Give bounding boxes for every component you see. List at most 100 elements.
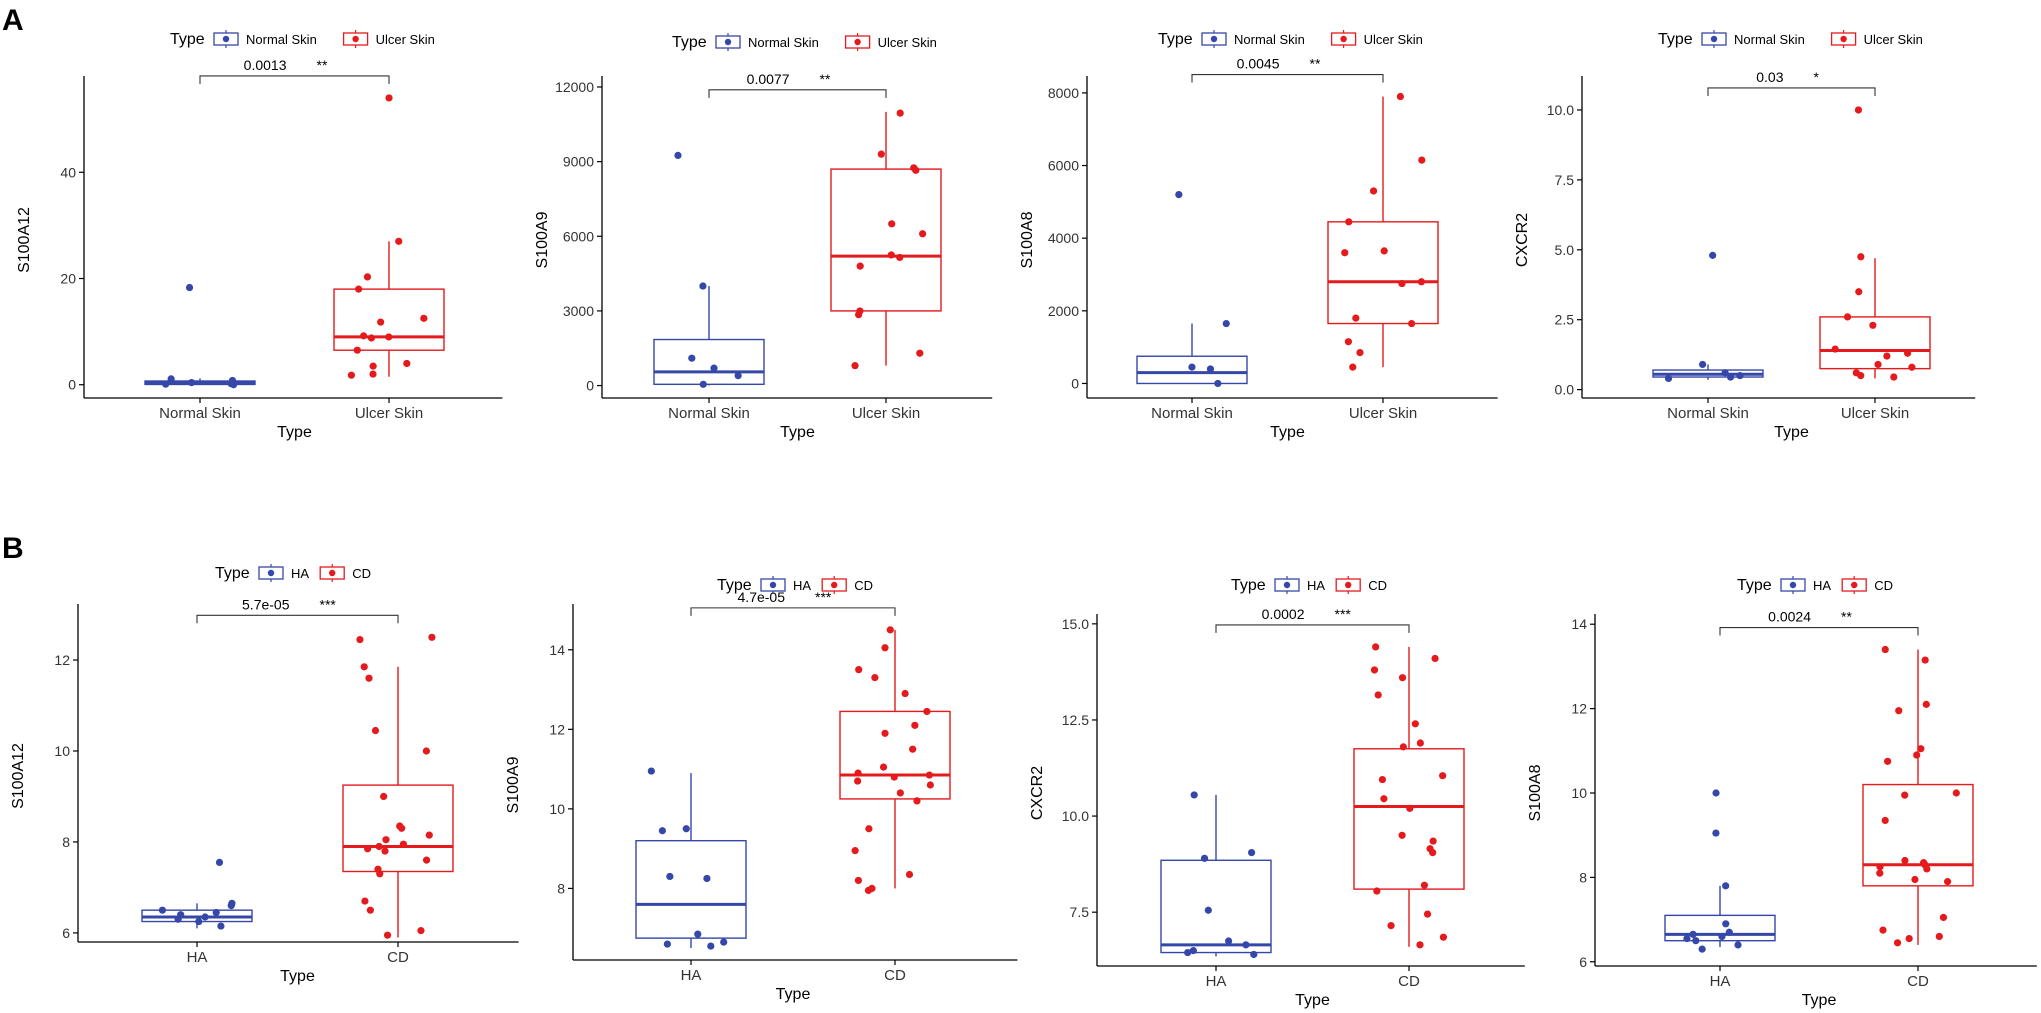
data-point <box>1736 372 1744 380</box>
x-tick-label: Ulcer Skin <box>355 405 423 422</box>
data-point <box>1908 363 1916 371</box>
x-axis-title: Type <box>1802 992 1837 1009</box>
legend-key-dot <box>1710 35 1718 43</box>
box-iqr <box>1664 914 1776 942</box>
data-point <box>1417 278 1425 286</box>
data-point <box>1406 804 1414 812</box>
data-point <box>720 938 728 946</box>
legend-entry-label: HA <box>1307 578 1325 593</box>
x-tick-label: CD <box>884 967 906 984</box>
data-point <box>1175 190 1183 199</box>
data-point <box>1718 932 1726 941</box>
legend-title: Type <box>170 31 205 48</box>
data-point <box>1431 654 1439 663</box>
data-point <box>361 897 369 905</box>
data-point <box>1692 937 1700 945</box>
data-point <box>356 635 364 644</box>
data-point <box>1373 887 1381 895</box>
data-point <box>1423 910 1432 918</box>
data-point <box>694 930 702 938</box>
data-point <box>1722 882 1730 890</box>
significance-bracket <box>1191 73 1384 83</box>
panel-label-b: B <box>2 532 24 565</box>
data-point <box>1429 848 1437 857</box>
p-value-label: 0.0013 <box>244 57 287 73</box>
x-tick-label: HA <box>1206 973 1227 990</box>
y-tick-label: 6000 <box>563 228 594 244</box>
data-point <box>217 922 225 930</box>
y-tick-label: 7.5 <box>1070 904 1090 920</box>
data-point <box>355 285 363 293</box>
data-point <box>1698 945 1706 953</box>
data-point <box>1380 247 1388 255</box>
significance-bracket <box>690 607 896 616</box>
y-tick-label: 3000 <box>563 303 594 319</box>
significance-stars: *** <box>1335 606 1352 622</box>
data-point <box>369 370 377 378</box>
data-point <box>174 915 182 923</box>
legend-entry-label: HA <box>1813 578 1831 593</box>
data-point <box>682 825 690 833</box>
legend-key-dot <box>222 35 230 43</box>
legend-key-dot <box>831 581 838 589</box>
significance-stars: *** <box>320 596 337 612</box>
data-point <box>896 109 904 117</box>
legend-title: Type <box>215 565 250 582</box>
data-point <box>187 378 196 387</box>
data-point <box>854 777 862 785</box>
significance-bracket <box>199 75 390 84</box>
data-point <box>366 906 374 914</box>
p-value-label: 0.0024 <box>1768 609 1811 625</box>
y-tick-label: 6 <box>1579 954 1587 970</box>
data-point <box>201 913 209 921</box>
y-tick-label: 2000 <box>1048 303 1079 319</box>
x-tick-label: HA <box>187 949 208 966</box>
data-point <box>383 931 392 939</box>
data-point <box>420 314 428 322</box>
significance-stars: ** <box>317 57 328 73</box>
box-iqr <box>1327 221 1439 325</box>
data-point <box>1922 700 1930 708</box>
data-point <box>855 666 863 674</box>
data-point <box>1876 869 1884 877</box>
p-value-label: 0.0077 <box>747 71 790 87</box>
data-point <box>881 729 889 737</box>
y-axis-title: S100A8 <box>1527 764 1544 821</box>
chart-b-1: 6 8 10 12 HA CD Type S100A12 5.7e-05 *** Type HA CD <box>10 564 519 985</box>
data-point <box>923 707 931 716</box>
y-tick-label: 8 <box>62 834 70 850</box>
x-tick-label: CD <box>387 949 409 966</box>
data-point <box>865 825 873 833</box>
legend-entry-label: CD <box>1874 578 1893 593</box>
data-point <box>877 150 885 158</box>
y-tick-label: 12 <box>549 721 565 737</box>
data-point <box>1881 645 1889 654</box>
data-point <box>1416 739 1424 747</box>
data-point <box>925 771 933 779</box>
data-point <box>1903 349 1912 357</box>
data-point <box>347 371 355 379</box>
data-point <box>1901 791 1909 799</box>
data-point <box>1204 906 1212 914</box>
chart-a-4: 0.0 2.5 5.0 7.5 10.0 Normal Skin Ulcer Skin Typ… <box>1514 30 1976 441</box>
y-tick-label: 20 <box>60 271 76 287</box>
data-point <box>1369 187 1378 195</box>
data-point <box>1911 875 1919 884</box>
y-tick-label: 2.5 <box>1555 312 1575 328</box>
legend-entry-label: HA <box>291 566 309 581</box>
y-tick-label: 14 <box>1571 616 1587 632</box>
y-axis-title: S100A8 <box>1019 211 1036 268</box>
data-point <box>1214 379 1222 388</box>
data-point <box>1439 772 1447 780</box>
y-tick-label: 12.5 <box>1062 712 1089 728</box>
data-point <box>1874 360 1882 369</box>
data-point <box>1843 313 1852 321</box>
data-point <box>856 262 864 270</box>
significance-stars: *** <box>815 589 832 605</box>
x-axis-title: Type <box>277 424 312 441</box>
significance-bracket <box>1215 624 1410 633</box>
data-point <box>1184 948 1192 957</box>
legend-key-dot <box>267 569 275 577</box>
data-point <box>363 273 372 281</box>
y-tick-label: 10 <box>549 801 565 817</box>
